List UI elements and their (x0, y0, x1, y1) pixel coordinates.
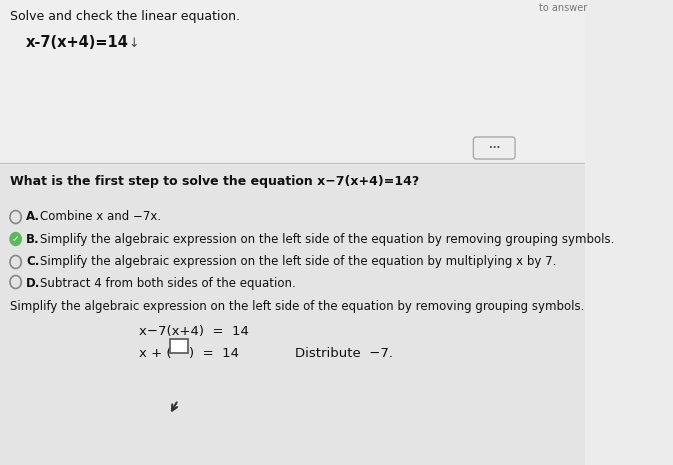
Text: D.: D. (26, 277, 40, 290)
Text: Simplify the algebraic expression on the left side of the equation by removing g: Simplify the algebraic expression on the… (10, 300, 585, 313)
Text: x−7(x+4)  =  14: x−7(x+4) = 14 (139, 325, 249, 338)
Text: )  =  14: ) = 14 (189, 347, 240, 360)
Text: to answer: to answer (538, 3, 587, 13)
Text: C.: C. (26, 255, 40, 268)
Text: Solve and check the linear equation.: Solve and check the linear equation. (10, 10, 240, 23)
Text: Subtract 4 from both sides of the equation.: Subtract 4 from both sides of the equati… (40, 277, 295, 290)
Text: x + (: x + ( (139, 347, 172, 360)
Text: x-7(x+4)=14: x-7(x+4)=14 (26, 35, 129, 50)
FancyBboxPatch shape (170, 339, 188, 353)
FancyBboxPatch shape (473, 137, 515, 159)
Text: Simplify the algebraic expression on the left side of the equation by removing g: Simplify the algebraic expression on the… (40, 233, 614, 246)
Text: ···: ··· (489, 143, 500, 153)
Text: What is the first step to solve the equation x−7(x+4)=14?: What is the first step to solve the equa… (10, 175, 420, 188)
Text: Combine x and −7x.: Combine x and −7x. (40, 210, 161, 223)
Text: B.: B. (26, 233, 40, 246)
FancyBboxPatch shape (0, 0, 585, 165)
Circle shape (10, 232, 22, 246)
FancyBboxPatch shape (0, 165, 585, 465)
Text: Distribute  −7.: Distribute −7. (295, 347, 393, 360)
Text: A.: A. (26, 210, 40, 223)
Text: Simplify the algebraic expression on the left side of the equation by multiplyin: Simplify the algebraic expression on the… (40, 255, 557, 268)
Text: ✓: ✓ (12, 234, 20, 244)
Text: ↓: ↓ (129, 37, 139, 50)
